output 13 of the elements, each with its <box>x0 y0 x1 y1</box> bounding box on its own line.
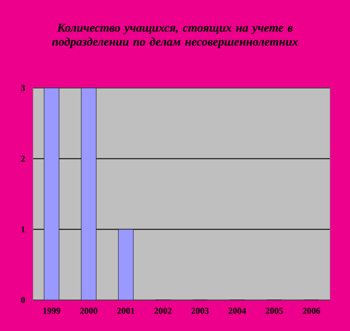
x-tick-label: 2002 <box>154 308 172 314</box>
y-tick-label: 1 <box>21 226 25 232</box>
x-tick-label: 2005 <box>266 308 283 314</box>
x-tick-label: 2001 <box>117 308 134 314</box>
chart-title: Количество учащихся, стоящих на учете в подразделении по делам несовершеннолетних <box>52 24 298 48</box>
x-tick-label: 2000 <box>80 308 98 314</box>
x-tick-label: 2006 <box>302 308 320 314</box>
y-tick-label: 3 <box>21 84 25 92</box>
x-tick-label: 1999 <box>43 308 60 314</box>
y-tick-label: 2 <box>21 156 25 162</box>
x-tick-label: 2004 <box>228 308 246 314</box>
x-tick-label: 2003 <box>191 308 209 314</box>
y-tick-label: 0 <box>21 296 25 304</box>
